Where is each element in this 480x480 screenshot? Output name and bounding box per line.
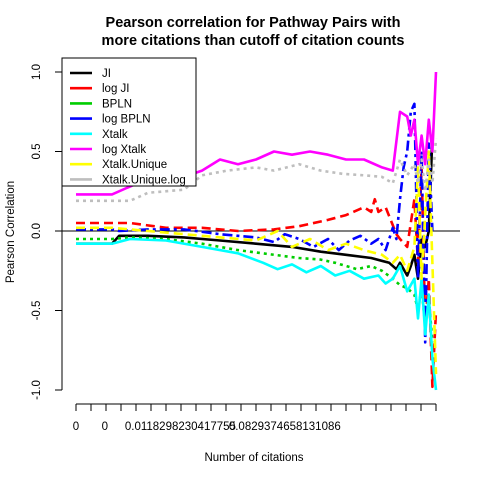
x-tick-label-1: 0: [102, 421, 108, 433]
y-axis-label: Pearson Correlation: [5, 181, 17, 283]
legend-label-2: BPLN: [102, 98, 132, 110]
y-tick-label-3: 0.5: [31, 144, 43, 160]
series-line-3: [76, 102, 434, 344]
x-tick-label-3: 0.0829374658131086: [229, 421, 341, 433]
legend-label-4: Xtalk: [102, 129, 128, 141]
legend-label-6: Xtalk.Unique: [102, 159, 167, 171]
x-tick-label-2: 0.0118298230417755: [125, 421, 236, 433]
legend-label-5: log Xtalk: [102, 144, 146, 156]
legend-label-7: Xtalk.Unique.log: [102, 174, 186, 186]
chart-title-line-2: more citations than cutoff of citation c…: [102, 33, 405, 49]
legend-label-3: log BPLN: [102, 114, 151, 126]
x-tick-label-0: 0: [73, 421, 79, 433]
series-line-4: [76, 237, 438, 391]
y-tick-label-1: -0.5: [31, 301, 43, 321]
legend-label-0: JI: [102, 68, 111, 80]
series-line-6: [76, 150, 438, 375]
legend-label-1: log JI: [102, 83, 130, 95]
y-tick-label-2: 0.0: [31, 223, 43, 239]
chart-title-line-1: Pearson correlation for Pathway Pairs wi…: [106, 15, 401, 31]
series-line-2: [76, 236, 434, 343]
x-axis-label: Number of citations: [204, 452, 303, 464]
series-line-1: [76, 166, 438, 389]
y-tick-label-4: 1.0: [31, 64, 43, 80]
y-tick-label-0: -1.0: [31, 380, 43, 400]
